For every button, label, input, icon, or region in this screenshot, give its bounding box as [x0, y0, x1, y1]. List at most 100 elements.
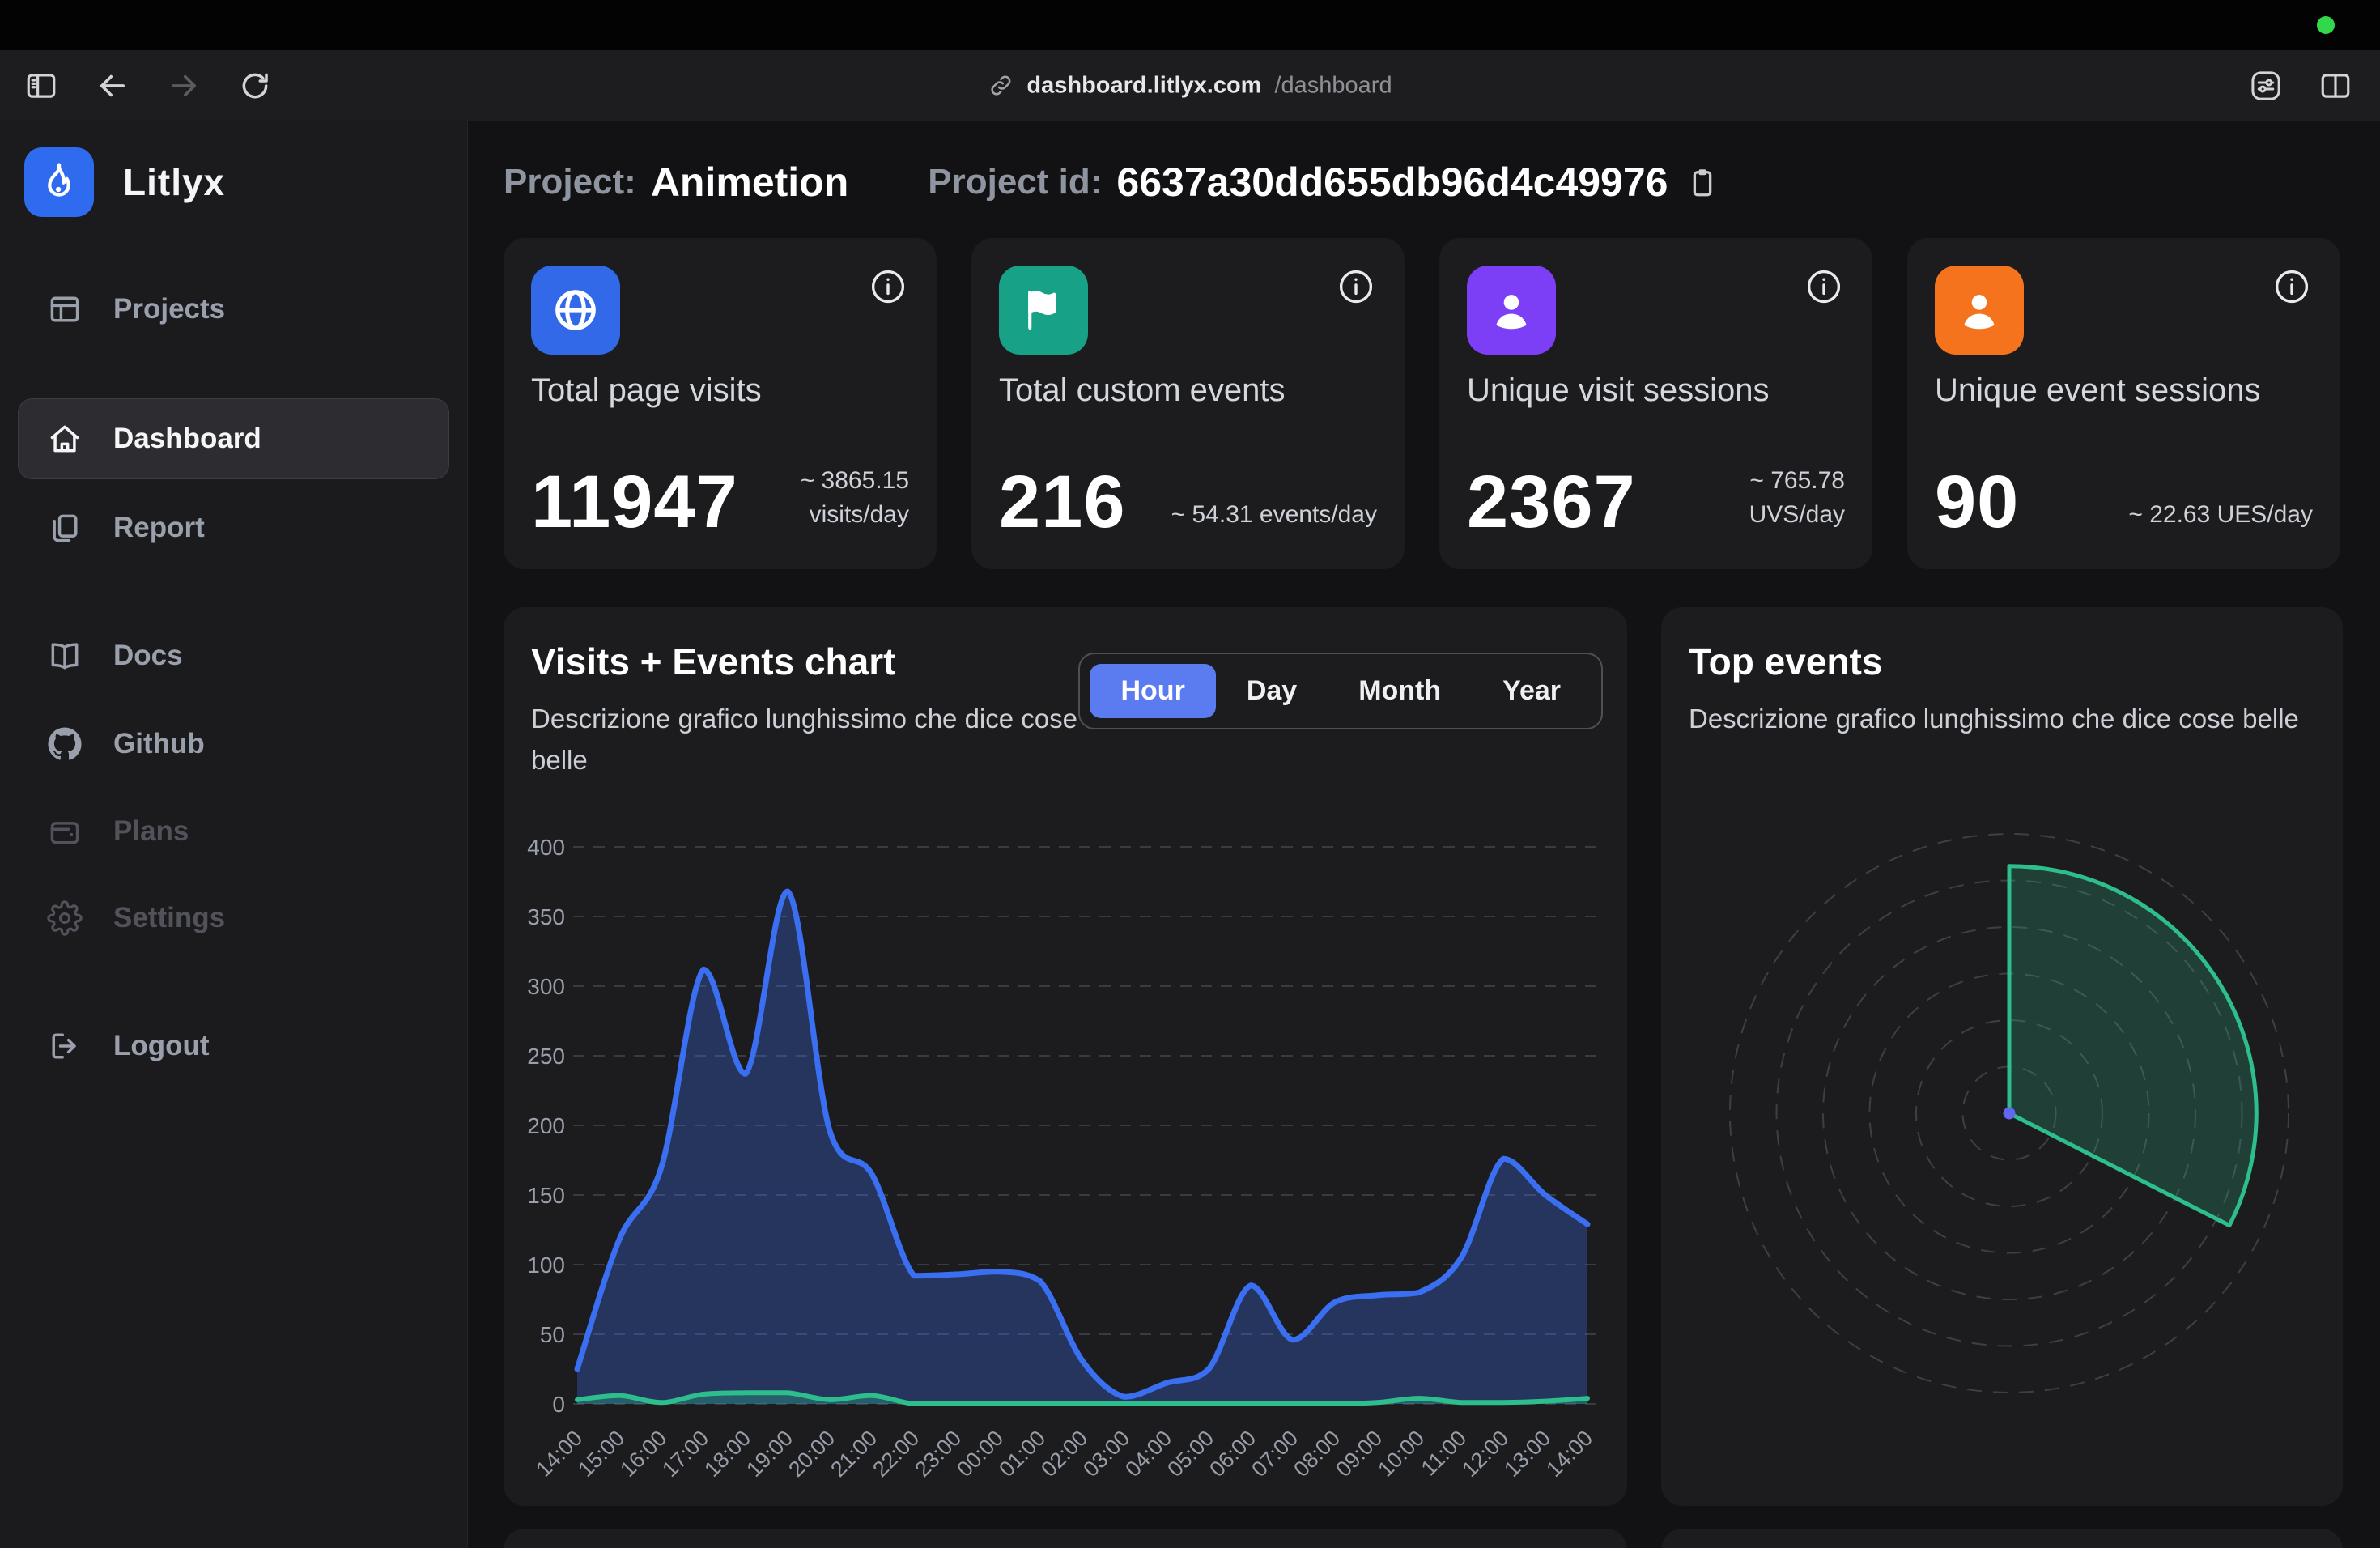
stat-title: Total custom events — [999, 372, 1286, 408]
info-icon[interactable] — [1337, 267, 1375, 306]
visits-events-chart-card: Visits + Events chart Descrizione grafic… — [504, 607, 1627, 1506]
sidebar-item-label: Docs — [113, 640, 183, 671]
sidebar-toggle-icon[interactable] — [24, 69, 58, 103]
info-icon[interactable] — [2272, 267, 2311, 306]
sidebar-item-label: Dashboard — [113, 423, 261, 454]
svg-text:200: 200 — [527, 1113, 565, 1138]
svg-text:14:00: 14:00 — [531, 1426, 587, 1482]
sidebar-item-label: Logout — [113, 1030, 210, 1061]
flag-icon — [999, 266, 1088, 355]
svg-text:11:00: 11:00 — [1417, 1426, 1472, 1481]
url-host: dashboard.litlyx.com — [1026, 72, 1262, 98]
svg-text:22:00: 22:00 — [868, 1426, 924, 1482]
stat-card-total-custom-events: Total custom events 216 ~ 54.31 events/d… — [971, 238, 1405, 569]
page-header: Project: Animetion Project id: 6637a30dd… — [504, 159, 1719, 206]
top-events-chart-card: Top events Descrizione grafico lunghissi… — [1661, 607, 2343, 1506]
stat-title: Total page visits — [531, 372, 762, 408]
stat-title: Unique visit sessions — [1467, 372, 1770, 408]
forward-icon[interactable] — [167, 69, 201, 103]
svg-text:17:00: 17:00 — [657, 1426, 713, 1482]
svg-text:15:00: 15:00 — [573, 1426, 629, 1482]
sidebar-item-report[interactable]: Report — [18, 487, 449, 568]
svg-text:07:00: 07:00 — [1247, 1426, 1303, 1482]
stat-card-unique-event-sessions: Unique event sessions 90 ~ 22.63 UES/day — [1907, 238, 2340, 569]
stat-card-total-page-visits: Total page visits 11947 ~ 3865.15 visits… — [504, 238, 937, 569]
logout-icon — [47, 1028, 83, 1064]
macos-menubar — [0, 0, 2380, 50]
svg-text:08:00: 08:00 — [1289, 1426, 1345, 1482]
svg-text:03:00: 03:00 — [1078, 1426, 1134, 1482]
stat-sub: ~ 765.78 UVS/day — [1749, 467, 1845, 528]
toggle-year-button[interactable]: Year — [1472, 664, 1592, 718]
sidebar-item-plans[interactable]: Plans — [18, 791, 449, 872]
svg-text:23:00: 23:00 — [910, 1426, 966, 1482]
project-name: Animetion — [650, 159, 849, 205]
svg-text:14:00: 14:00 — [1541, 1426, 1597, 1482]
chart-subtitle: Descrizione grafico lunghissimo che dice… — [531, 704, 1077, 776]
sidebar-item-docs[interactable]: Docs — [18, 615, 449, 696]
charts-row: Visits + Events chart Descrizione grafic… — [504, 607, 2343, 1506]
svg-text:13:00: 13:00 — [1499, 1426, 1555, 1482]
toggle-hour-button[interactable]: Hour — [1090, 664, 1216, 718]
svg-text:01:00: 01:00 — [994, 1426, 1050, 1482]
svg-text:12:00: 12:00 — [1457, 1426, 1513, 1482]
sidebar-item-label: Report — [113, 512, 205, 543]
toggle-day-button[interactable]: Day — [1216, 664, 1328, 718]
svg-text:18:00: 18:00 — [699, 1426, 755, 1482]
sidebar-item-dashboard[interactable]: Dashboard — [18, 398, 449, 479]
toggle-month-button[interactable]: Month — [1328, 664, 1472, 718]
brand-name: Litlyx — [123, 161, 226, 203]
camera-indicator-dot — [2317, 16, 2335, 34]
svg-text:100: 100 — [527, 1252, 565, 1278]
user-icon — [1467, 266, 1556, 355]
link-icon — [988, 73, 1014, 99]
chart-subtitle: Descrizione grafico lunghissimo che dice… — [1689, 704, 2299, 734]
sidebar-item-label: Settings — [113, 902, 226, 933]
layout-icon — [47, 291, 83, 327]
project-id-label: Project id: — [928, 162, 1103, 202]
svg-text:05:00: 05:00 — [1162, 1426, 1218, 1482]
sidebar-item-github[interactable]: Github — [18, 704, 449, 785]
globe-icon — [531, 266, 620, 355]
address-bar[interactable]: dashboard.litlyx.com/dashboard — [988, 72, 1392, 99]
svg-text:20:00: 20:00 — [784, 1426, 839, 1482]
sidebar-item-logout[interactable]: Logout — [18, 1006, 449, 1087]
stats-row: Total page visits 11947 ~ 3865.15 visits… — [504, 238, 2340, 569]
book-icon — [47, 638, 83, 674]
url-path: /dashboard — [1274, 72, 1392, 98]
sidebar-item-settings[interactable]: Settings — [18, 878, 449, 959]
page-settings-icon[interactable] — [2249, 69, 2283, 103]
svg-text:0: 0 — [552, 1392, 565, 1417]
svg-text:300: 300 — [527, 974, 565, 999]
svg-text:21:00: 21:00 — [826, 1426, 882, 1482]
project-label: Project: — [504, 162, 636, 202]
svg-text:350: 350 — [527, 904, 565, 929]
chart-title: Top events — [1689, 640, 1883, 683]
reload-icon[interactable] — [238, 69, 272, 103]
stat-value: 216 — [999, 461, 1126, 544]
sidebar: Litlyx Projects Dashboard Report Docs Gi… — [0, 121, 468, 1548]
sidebar-item-label: Projects — [113, 293, 226, 325]
user-icon — [1935, 266, 2024, 355]
stat-value: 90 — [1935, 461, 2020, 544]
card-hint — [504, 1529, 1627, 1548]
next-row-card-hints — [504, 1529, 2343, 1548]
github-icon — [47, 726, 83, 762]
svg-text:19:00: 19:00 — [742, 1426, 797, 1482]
stat-card-unique-visit-sessions: Unique visit sessions 2367 ~ 765.78 UVS/… — [1439, 238, 1872, 569]
info-icon[interactable] — [869, 267, 907, 306]
sidebar-item-projects[interactable]: Projects — [18, 269, 449, 350]
browser-toolbar: dashboard.litlyx.com/dashboard — [0, 50, 2380, 121]
svg-text:16:00: 16:00 — [615, 1426, 671, 1482]
clipboard-icon[interactable] — [1685, 165, 1719, 199]
svg-text:04:00: 04:00 — [1120, 1426, 1176, 1482]
info-icon[interactable] — [1804, 267, 1843, 306]
chart-title: Visits + Events chart — [531, 640, 896, 683]
svg-text:10:00: 10:00 — [1373, 1426, 1429, 1482]
project-id: 6637a30dd655db96d4c49976 — [1116, 159, 1668, 205]
stat-value: 11947 — [531, 461, 738, 544]
back-icon[interactable] — [96, 69, 130, 103]
split-view-icon[interactable] — [2318, 69, 2352, 103]
litlyx-logo-icon — [24, 147, 94, 217]
